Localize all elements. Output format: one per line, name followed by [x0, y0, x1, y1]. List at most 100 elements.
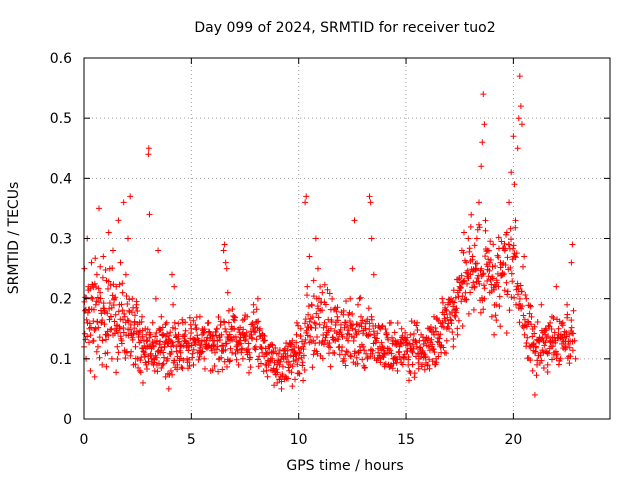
data-point — [222, 259, 229, 266]
data-point — [344, 349, 351, 356]
data-point — [197, 344, 204, 351]
data-point — [518, 305, 525, 312]
data-point — [213, 332, 220, 339]
x-tick-label: 5 — [187, 432, 196, 448]
data-point — [315, 314, 322, 321]
data-point — [140, 348, 147, 355]
data-point — [305, 303, 312, 310]
data-point — [485, 273, 492, 280]
data-point — [91, 280, 98, 287]
data-point — [546, 337, 553, 344]
data-point — [127, 352, 134, 359]
data-point — [246, 349, 253, 356]
data-point — [86, 339, 92, 346]
data-point — [484, 278, 491, 284]
data-point — [359, 356, 366, 363]
data-point — [456, 283, 463, 290]
data-point — [214, 325, 221, 332]
data-point — [274, 379, 281, 386]
data-point — [568, 324, 575, 331]
data-point — [116, 301, 123, 308]
data-point — [323, 323, 330, 330]
data-point — [452, 313, 459, 320]
data-point — [506, 307, 513, 314]
data-point — [571, 337, 578, 344]
data-point — [133, 301, 140, 308]
data-point — [146, 211, 153, 218]
data-point — [437, 343, 444, 350]
data-point — [495, 234, 502, 241]
data-point — [336, 343, 343, 350]
data-point — [319, 289, 326, 296]
data-point — [296, 370, 303, 377]
data-point — [161, 354, 167, 361]
data-point — [374, 330, 381, 337]
data-point — [101, 321, 108, 328]
data-point — [426, 365, 433, 372]
data-point — [155, 247, 162, 254]
data-point — [189, 350, 196, 357]
data-point — [471, 242, 478, 249]
data-point — [457, 284, 464, 291]
data-point — [295, 355, 302, 362]
data-point — [130, 361, 137, 368]
data-point — [405, 354, 412, 360]
data-point — [98, 319, 105, 326]
data-point — [359, 317, 366, 324]
data-point — [272, 345, 279, 351]
data-point — [342, 319, 349, 326]
data-point — [91, 306, 97, 313]
data-point — [344, 323, 351, 330]
data-point — [92, 255, 99, 262]
data-point — [376, 324, 383, 331]
data-point — [92, 301, 99, 308]
data-point — [202, 365, 208, 372]
data-point — [300, 343, 306, 350]
data-point — [455, 293, 462, 300]
data-point — [407, 331, 414, 338]
data-point — [465, 235, 472, 242]
data-point — [237, 324, 244, 331]
data-point — [463, 259, 470, 266]
data-point — [218, 331, 225, 338]
data-point — [199, 331, 206, 338]
data-point — [192, 337, 199, 344]
data-point — [123, 293, 130, 299]
data-points — [81, 73, 579, 398]
data-point — [242, 337, 248, 344]
data-point — [128, 348, 135, 355]
data-point — [98, 310, 105, 317]
data-point — [452, 294, 459, 301]
data-point — [431, 349, 438, 356]
data-point — [476, 280, 483, 287]
x-tick-label: 0 — [80, 432, 89, 448]
data-point — [178, 364, 185, 371]
data-point — [368, 316, 375, 323]
data-point — [255, 318, 262, 325]
data-point — [481, 295, 488, 302]
data-point — [381, 361, 388, 368]
data-point — [569, 347, 576, 354]
data-point — [285, 358, 292, 365]
data-point — [548, 326, 555, 332]
data-point — [340, 355, 347, 362]
data-point — [87, 367, 94, 374]
data-point — [119, 280, 126, 287]
data-point — [516, 295, 523, 302]
data-point — [86, 320, 93, 327]
data-point — [450, 287, 457, 294]
data-point — [112, 311, 119, 318]
data-point — [346, 318, 353, 324]
data-point — [551, 329, 558, 336]
data-point — [302, 336, 309, 343]
data-point — [217, 337, 223, 343]
data-point — [293, 339, 300, 346]
data-point — [316, 321, 323, 328]
data-point — [409, 349, 416, 356]
data-point — [121, 313, 128, 320]
data-point — [368, 235, 375, 242]
data-point — [440, 344, 447, 351]
data-point — [495, 254, 502, 261]
data-point — [343, 335, 350, 342]
data-point — [225, 319, 232, 326]
